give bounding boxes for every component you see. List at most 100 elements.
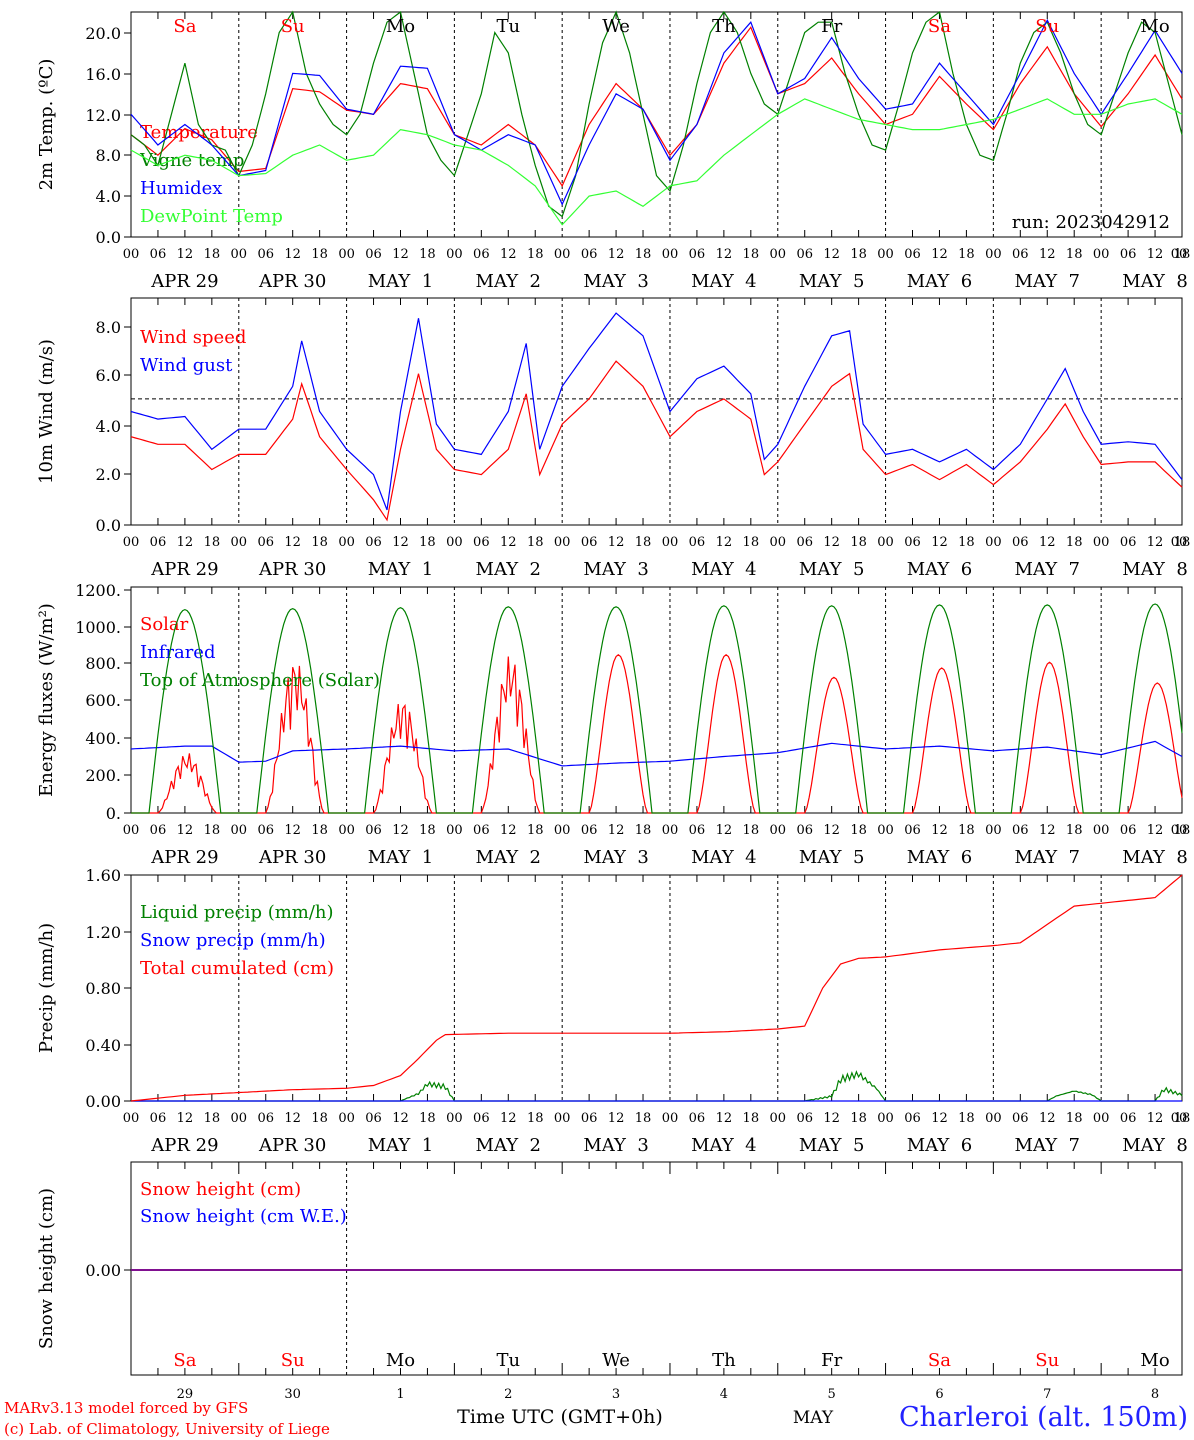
hour-label: 06 — [257, 1111, 274, 1126]
hour-label: 12 — [1039, 823, 1056, 838]
y-tick-label: 4.0 — [96, 417, 121, 436]
hour-label: 12 — [608, 535, 625, 550]
hour-label: 00 — [877, 1111, 894, 1126]
hour-label: 18 — [1174, 823, 1191, 838]
weekday-label: Sa — [928, 16, 951, 37]
hour-label: 18 — [527, 247, 544, 262]
day-number: 7 — [1043, 1387, 1051, 1402]
hour-label: 12 — [931, 247, 948, 262]
hour-label: 18 — [1174, 535, 1191, 550]
weekday-label: Th — [712, 16, 736, 37]
series-line-3-3 — [131, 603, 1183, 814]
date-label: MAY 3 — [583, 847, 648, 868]
hour-label: 06 — [581, 823, 598, 838]
hour-label: 00 — [231, 535, 248, 550]
y-tick-label: 1000. — [75, 618, 121, 637]
hour-label: 00 — [123, 535, 140, 550]
weekday-label: Sa — [173, 16, 196, 37]
y-axis-label: Energy fluxes (W/m²) — [36, 603, 57, 797]
hour-label: 00 — [1171, 535, 1188, 550]
series-line-1-4 — [130, 98, 1183, 226]
weekday-label: Fr — [821, 16, 842, 37]
series-line-1-3 — [130, 18, 1183, 206]
weekday-label: Su — [281, 1350, 305, 1371]
panel-1: 0.0 4.0 8.0 12.0 16.0 20.0 2m Temp. (ºC) Temper… — [36, 10, 1190, 292]
hour-label: 06 — [689, 823, 706, 838]
date-label: MAY 7 — [1015, 271, 1080, 292]
legend-entry: Humidex — [140, 178, 222, 199]
hour-label: 06 — [581, 247, 598, 262]
hour-label: 00 — [554, 535, 571, 550]
series-line-2-1 — [130, 360, 1183, 522]
date-label: APR 30 — [258, 1135, 326, 1156]
hour-label: 00 — [1093, 823, 1110, 838]
hour-label: 00 — [877, 535, 894, 550]
hour-label: 00 — [985, 1111, 1002, 1126]
hour-label: 06 — [150, 1111, 167, 1126]
weekday-label: Tu — [496, 16, 520, 37]
legend-entry: Top of Atmosphere (Solar) — [140, 670, 380, 691]
hour-label: 06 — [1120, 535, 1137, 550]
panel-frame — [130, 11, 1183, 238]
hour-label: 06 — [150, 247, 167, 262]
hour-label: 12 — [823, 247, 840, 262]
hour-label: 06 — [365, 535, 382, 550]
hour-label: 06 — [796, 247, 813, 262]
y-tick-label: 0.00 — [85, 1261, 121, 1280]
date-label: MAY 6 — [907, 271, 972, 292]
hour-label: 00 — [1093, 247, 1110, 262]
weekday-label: We — [602, 1350, 630, 1371]
weekday-label: Mo — [386, 1350, 415, 1371]
hour-label: 00 — [338, 247, 355, 262]
hour-label: 12 — [1147, 823, 1164, 838]
weekday-label: Fr — [821, 1350, 842, 1371]
date-label: MAY 7 — [1015, 1135, 1080, 1156]
hour-label: 06 — [473, 823, 490, 838]
hour-label: 12 — [716, 247, 733, 262]
hour-label: 18 — [958, 823, 975, 838]
day-number: 5 — [828, 1387, 836, 1402]
hour-label: 06 — [904, 823, 921, 838]
hour-label: 18 — [419, 535, 436, 550]
legend-entry: Total cumulated (cm) — [140, 958, 334, 979]
hour-label: 06 — [473, 247, 490, 262]
y-tick-label: 6.0 — [96, 366, 121, 385]
hour-label: 00 — [123, 247, 140, 262]
hour-label: 06 — [1012, 823, 1029, 838]
date-label: MAY 8 — [1122, 847, 1187, 868]
weekday-label: Tu — [496, 1350, 520, 1371]
y-tick-label: 1.20 — [85, 923, 121, 942]
date-label: MAY 4 — [691, 559, 756, 580]
day-number: 1 — [396, 1387, 404, 1402]
hour-label: 12 — [823, 823, 840, 838]
y-tick-label: 1200. — [75, 581, 121, 600]
y-tick-label: 8.0 — [96, 146, 121, 165]
hour-label: 06 — [904, 535, 921, 550]
hour-label: 00 — [231, 823, 248, 838]
date-label: MAY 6 — [907, 559, 972, 580]
hour-label: 18 — [635, 1111, 652, 1126]
hour-label: 12 — [500, 535, 517, 550]
hour-label: 00 — [1171, 1111, 1188, 1126]
hour-label: 12 — [392, 247, 409, 262]
hour-label: 06 — [1120, 823, 1137, 838]
legend-entry: DewPoint Temp — [140, 206, 283, 227]
hour-label: 06 — [689, 535, 706, 550]
hour-label: 12 — [500, 1111, 517, 1126]
series-line-4-3 — [130, 874, 1183, 1102]
hour-label: 18 — [850, 535, 867, 550]
hour-label: 12 — [931, 823, 948, 838]
x-axis-title: Time UTC (GMT+0h) — [457, 1406, 663, 1428]
hour-label: 18 — [311, 247, 328, 262]
hour-label: 12 — [177, 535, 194, 550]
panel-3: 0. 200. 400. 600. 800. 1000. 1200. Energy fluxe… — [36, 581, 1190, 868]
date-label: MAY 4 — [691, 847, 756, 868]
weekday-label: Sa — [928, 1350, 951, 1371]
hour-label: 18 — [311, 535, 328, 550]
hour-label: 06 — [1120, 247, 1137, 262]
hour-label: 00 — [769, 1111, 786, 1126]
hour-label: 00 — [231, 1111, 248, 1126]
hour-label: 18 — [1174, 1111, 1191, 1126]
hour-label: 06 — [1012, 535, 1029, 550]
hour-label: 06 — [150, 535, 167, 550]
